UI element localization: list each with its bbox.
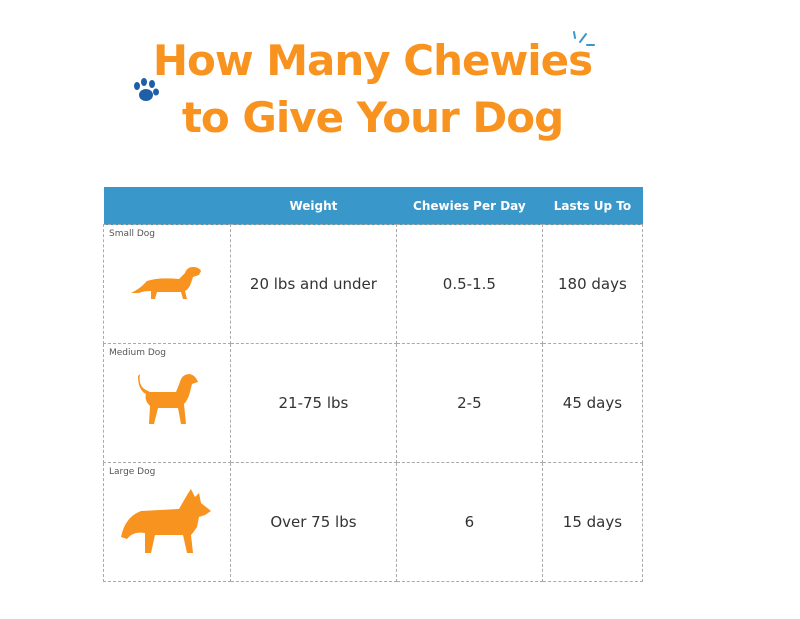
beagle-icon [138,374,198,424]
sparkle-icon [573,31,595,46]
title-line-1: How Many Chewies [152,36,593,85]
chewies-cell: 0.5-1.5 [395,224,543,344]
table-row: Small Dog 20 lbs and under 0.5-1.5 180 d… [103,224,644,344]
chewies-cell: 2-5 [395,343,543,463]
dog-size-label: Small Dog [109,229,156,239]
dog-cell: Large Dog [103,462,231,582]
lasts-cell: 45 days [541,343,644,463]
weight-cell: 21-75 lbs [230,343,397,463]
header-empty [103,187,231,225]
dog-cell: Small Dog [103,224,231,344]
chewies-cell: 6 [395,462,543,582]
dachshund-icon [131,267,201,299]
dog-size-label: Large Dog [109,467,156,477]
table-row: Medium Dog 21-75 lbs 2-5 45 days [103,343,644,463]
husky-icon [121,489,211,553]
weight-cell: 20 lbs and under [230,224,397,344]
table-row: Large Dog Over 75 lbs 6 15 days [103,462,644,582]
header-weight: Weight [230,187,397,225]
table-header-row: Weight Chewies Per Day Lasts Up To [103,187,643,225]
title-line-2: to Give Your Dog [181,93,564,142]
dog-cell: Medium Dog [103,343,231,463]
header-chewies: Chewies Per Day [396,187,543,225]
dog-size-label: Medium Dog [109,348,166,358]
lasts-cell: 15 days [541,462,644,582]
chewies-table: Weight Chewies Per Day Lasts Up To Small… [103,187,644,582]
header-lasts: Lasts Up To [542,187,643,225]
lasts-cell: 180 days [541,224,644,344]
paw-print-icon [134,78,159,101]
weight-cell: Over 75 lbs [230,462,397,582]
